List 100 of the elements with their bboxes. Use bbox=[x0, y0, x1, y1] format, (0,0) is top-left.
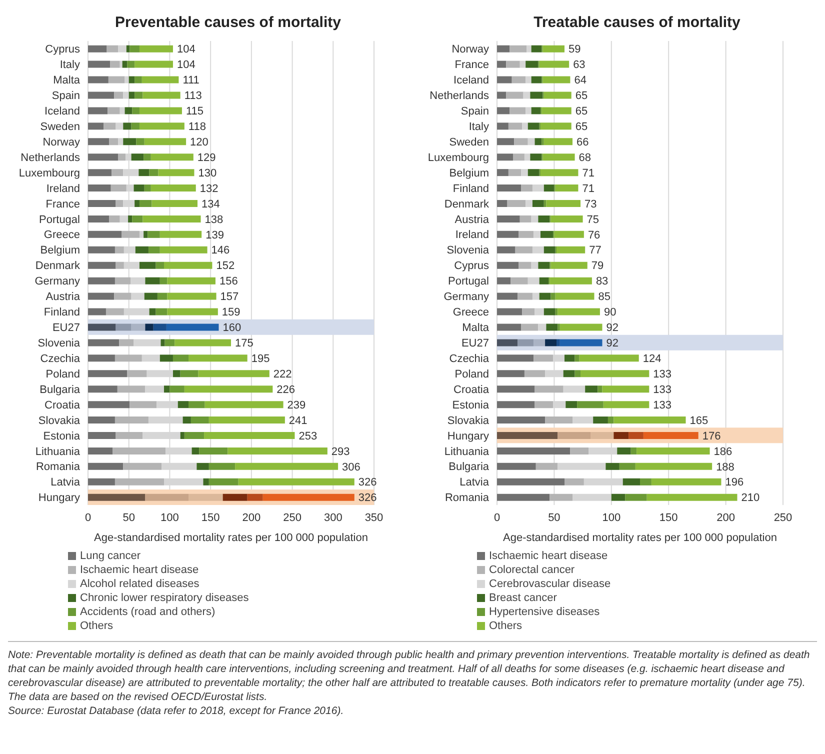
bar bbox=[120, 60, 122, 68]
bar bbox=[526, 107, 532, 114]
bar bbox=[139, 200, 152, 207]
bar bbox=[135, 246, 148, 254]
bar bbox=[112, 447, 166, 454]
bar bbox=[123, 462, 162, 470]
bar bbox=[128, 92, 135, 99]
bar bbox=[497, 76, 512, 84]
bar bbox=[184, 386, 273, 393]
bar bbox=[555, 292, 594, 300]
legend-label: Alcohol related diseases bbox=[80, 578, 200, 590]
bar bbox=[497, 292, 518, 300]
bar bbox=[524, 370, 546, 378]
y-tick-label: Luxembourg bbox=[428, 152, 489, 164]
bar bbox=[497, 92, 506, 99]
bar bbox=[203, 478, 209, 486]
bar bbox=[208, 478, 238, 486]
bar bbox=[651, 478, 722, 486]
bar bbox=[554, 230, 584, 238]
total-label: 104 bbox=[176, 44, 196, 56]
bar bbox=[520, 215, 532, 222]
total-label: 133 bbox=[653, 368, 672, 380]
total-label: 326 bbox=[358, 476, 377, 489]
total-label: 130 bbox=[198, 167, 217, 180]
y-tick-label: Romania bbox=[444, 492, 490, 504]
bar bbox=[144, 138, 186, 146]
bar bbox=[564, 354, 575, 362]
y-tick-label: Croatia bbox=[44, 399, 81, 412]
bar bbox=[118, 154, 126, 161]
bar bbox=[497, 494, 550, 501]
total-label: 159 bbox=[222, 306, 240, 319]
bar bbox=[606, 462, 620, 470]
bar bbox=[157, 292, 168, 300]
legend-label: Colorectal cancer bbox=[489, 564, 575, 576]
total-label: 104 bbox=[176, 59, 196, 72]
bar bbox=[497, 184, 522, 192]
y-tick-label: Austria bbox=[46, 291, 81, 304]
bar bbox=[514, 138, 528, 146]
y-tick-label: Czechia bbox=[40, 352, 81, 365]
y-tick-label: Netherlands bbox=[20, 152, 80, 164]
bar bbox=[88, 308, 106, 316]
bar bbox=[88, 122, 104, 130]
total-label: 75 bbox=[586, 214, 600, 226]
bar bbox=[531, 107, 540, 114]
y-tick-label: Malta bbox=[53, 74, 81, 87]
bar bbox=[603, 401, 650, 408]
x-tick-label: 300 bbox=[324, 512, 342, 524]
bar bbox=[88, 200, 116, 207]
bar bbox=[625, 494, 647, 501]
total-label: 156 bbox=[219, 276, 238, 288]
bar bbox=[88, 277, 115, 284]
x-tick-label: 150 bbox=[201, 512, 220, 524]
bar bbox=[513, 154, 524, 161]
bar bbox=[114, 92, 124, 99]
bar bbox=[145, 386, 164, 393]
bar bbox=[196, 462, 209, 470]
bar bbox=[88, 401, 130, 408]
total-label: 160 bbox=[222, 322, 242, 334]
y-tick-label: Bulgaria bbox=[448, 461, 490, 474]
total-label: 92 bbox=[606, 322, 618, 334]
bar bbox=[88, 494, 146, 501]
y-tick-label: France bbox=[454, 59, 489, 72]
bar bbox=[204, 401, 284, 408]
bar bbox=[88, 60, 110, 68]
total-label: 85 bbox=[598, 291, 610, 304]
bar bbox=[108, 107, 120, 114]
y-tick-label: Finland bbox=[44, 306, 80, 319]
bar bbox=[545, 339, 556, 346]
total-label: 210 bbox=[741, 492, 760, 504]
bar bbox=[149, 169, 158, 176]
y-tick-label: Ireland bbox=[46, 182, 80, 195]
bar bbox=[526, 200, 532, 207]
bar bbox=[497, 246, 516, 254]
source-note: Source: Eurostat Database (data refer to 2018, except for France 2016). bbox=[8, 704, 345, 718]
y-tick-label: Germany bbox=[444, 291, 490, 304]
total-label: 293 bbox=[331, 446, 350, 458]
bar bbox=[532, 200, 544, 207]
bar bbox=[614, 432, 629, 439]
bar bbox=[153, 324, 166, 331]
x-axis-title: Age-standardised mortality rates per 100 000 population bbox=[94, 532, 368, 544]
bar bbox=[114, 354, 142, 362]
bar bbox=[188, 354, 248, 362]
bar bbox=[550, 494, 573, 501]
bar bbox=[497, 354, 534, 362]
bar bbox=[190, 416, 209, 424]
legend-label: Chronic lower respiratory diseases bbox=[80, 592, 249, 604]
bar bbox=[127, 60, 135, 68]
bar bbox=[116, 324, 132, 331]
bar bbox=[497, 478, 564, 486]
bar bbox=[530, 154, 542, 161]
x-tick-label: 150 bbox=[659, 512, 678, 524]
y-tick-label: Austria bbox=[454, 214, 490, 226]
bar bbox=[128, 215, 132, 222]
bar bbox=[172, 370, 180, 378]
bar bbox=[508, 122, 522, 130]
bar bbox=[546, 324, 558, 331]
bar bbox=[152, 200, 198, 207]
bar bbox=[88, 76, 108, 84]
bar bbox=[646, 494, 738, 501]
bar bbox=[116, 432, 143, 439]
